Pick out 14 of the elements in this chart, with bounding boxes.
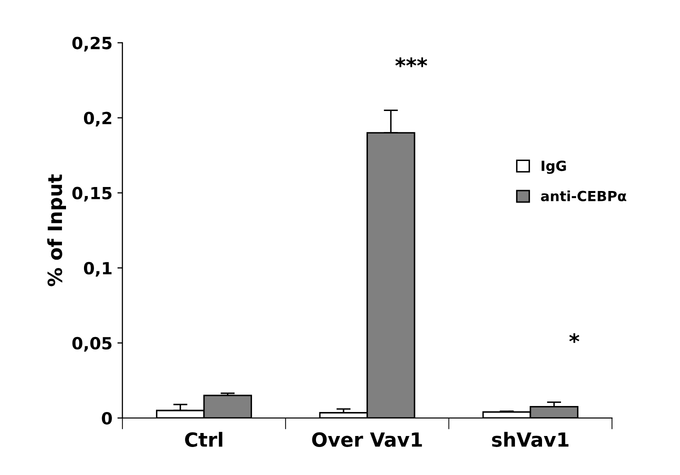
x-tick-label: Over Vav1 bbox=[312, 432, 422, 447]
x-tick-label: Ctrl bbox=[185, 432, 222, 447]
y-tick-label: 0,25 bbox=[72, 36, 112, 52]
legend-label: IgG bbox=[542, 160, 566, 174]
annotation: * bbox=[569, 333, 580, 343]
y-axis-title: % of Input bbox=[47, 174, 66, 286]
annotation: *** bbox=[395, 57, 428, 68]
y-tick-label: 0,2 bbox=[84, 112, 112, 126]
x-tick-label: shVav1 bbox=[492, 432, 568, 447]
y-tick-label: 0,1 bbox=[84, 262, 112, 277]
y-tick-label: 0 bbox=[102, 412, 112, 425]
legend-label: anti-CEBPα bbox=[540, 190, 626, 202]
y-tick-label: 0,05 bbox=[72, 336, 112, 352]
y-tick-label: 0,15 bbox=[72, 186, 112, 202]
